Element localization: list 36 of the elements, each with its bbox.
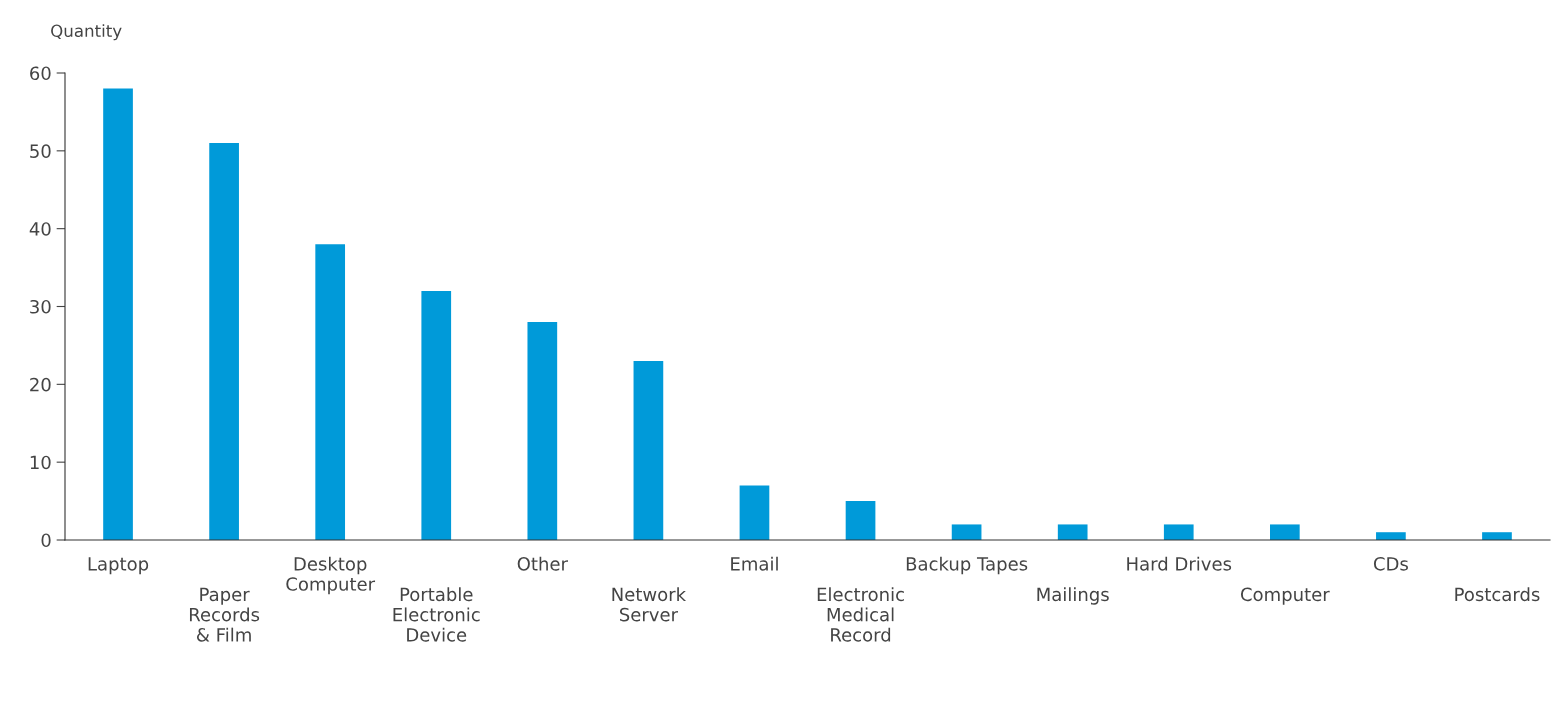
x-tick-label: Electronic Medical Record bbox=[817, 587, 904, 642]
bar bbox=[1482, 532, 1512, 540]
bar bbox=[1057, 524, 1088, 540]
bar bbox=[845, 501, 876, 540]
y-tick-label: 40 bbox=[29, 222, 51, 236]
bar bbox=[421, 290, 452, 540]
x-tick-label: Paper Records & Film bbox=[189, 587, 260, 642]
x-tick-label: Email bbox=[731, 556, 778, 571]
x-tick-label: Postcards bbox=[1455, 587, 1540, 602]
x-tick-label: Portable Electronic Device bbox=[393, 587, 480, 642]
bar bbox=[527, 322, 558, 540]
y-tick-label: 10 bbox=[30, 455, 51, 470]
x-tick-label: Laptop bbox=[88, 557, 149, 575]
y-tick-label: 20 bbox=[30, 377, 51, 392]
bar bbox=[103, 88, 133, 540]
bar bbox=[1269, 524, 1300, 540]
x-tick-label: CDs bbox=[1373, 556, 1408, 571]
y-tick-label: 60 bbox=[30, 66, 51, 81]
y-tick-label: 30 bbox=[30, 299, 51, 314]
y-tick-label: 0 bbox=[41, 533, 51, 548]
x-tick-label: Other bbox=[517, 556, 568, 571]
x-tick-label: Network Server bbox=[612, 587, 687, 622]
x-tick-label: Hard Drives bbox=[1127, 556, 1232, 571]
bar bbox=[209, 143, 239, 540]
bar bbox=[1163, 524, 1194, 540]
bar bbox=[315, 244, 346, 540]
bar bbox=[739, 485, 770, 540]
x-tick-label: Backup Tapes bbox=[906, 556, 1028, 575]
y-axis-title: Quantity bbox=[51, 24, 122, 41]
bar bbox=[633, 360, 664, 540]
x-tick-label: Computer bbox=[1240, 587, 1330, 605]
y-tick-label: 50 bbox=[30, 144, 51, 158]
x-tick-label: Mailings bbox=[1037, 587, 1109, 605]
bar bbox=[951, 524, 982, 540]
x-tick-label: Desktop Computer bbox=[286, 556, 376, 595]
bar bbox=[1376, 532, 1406, 540]
